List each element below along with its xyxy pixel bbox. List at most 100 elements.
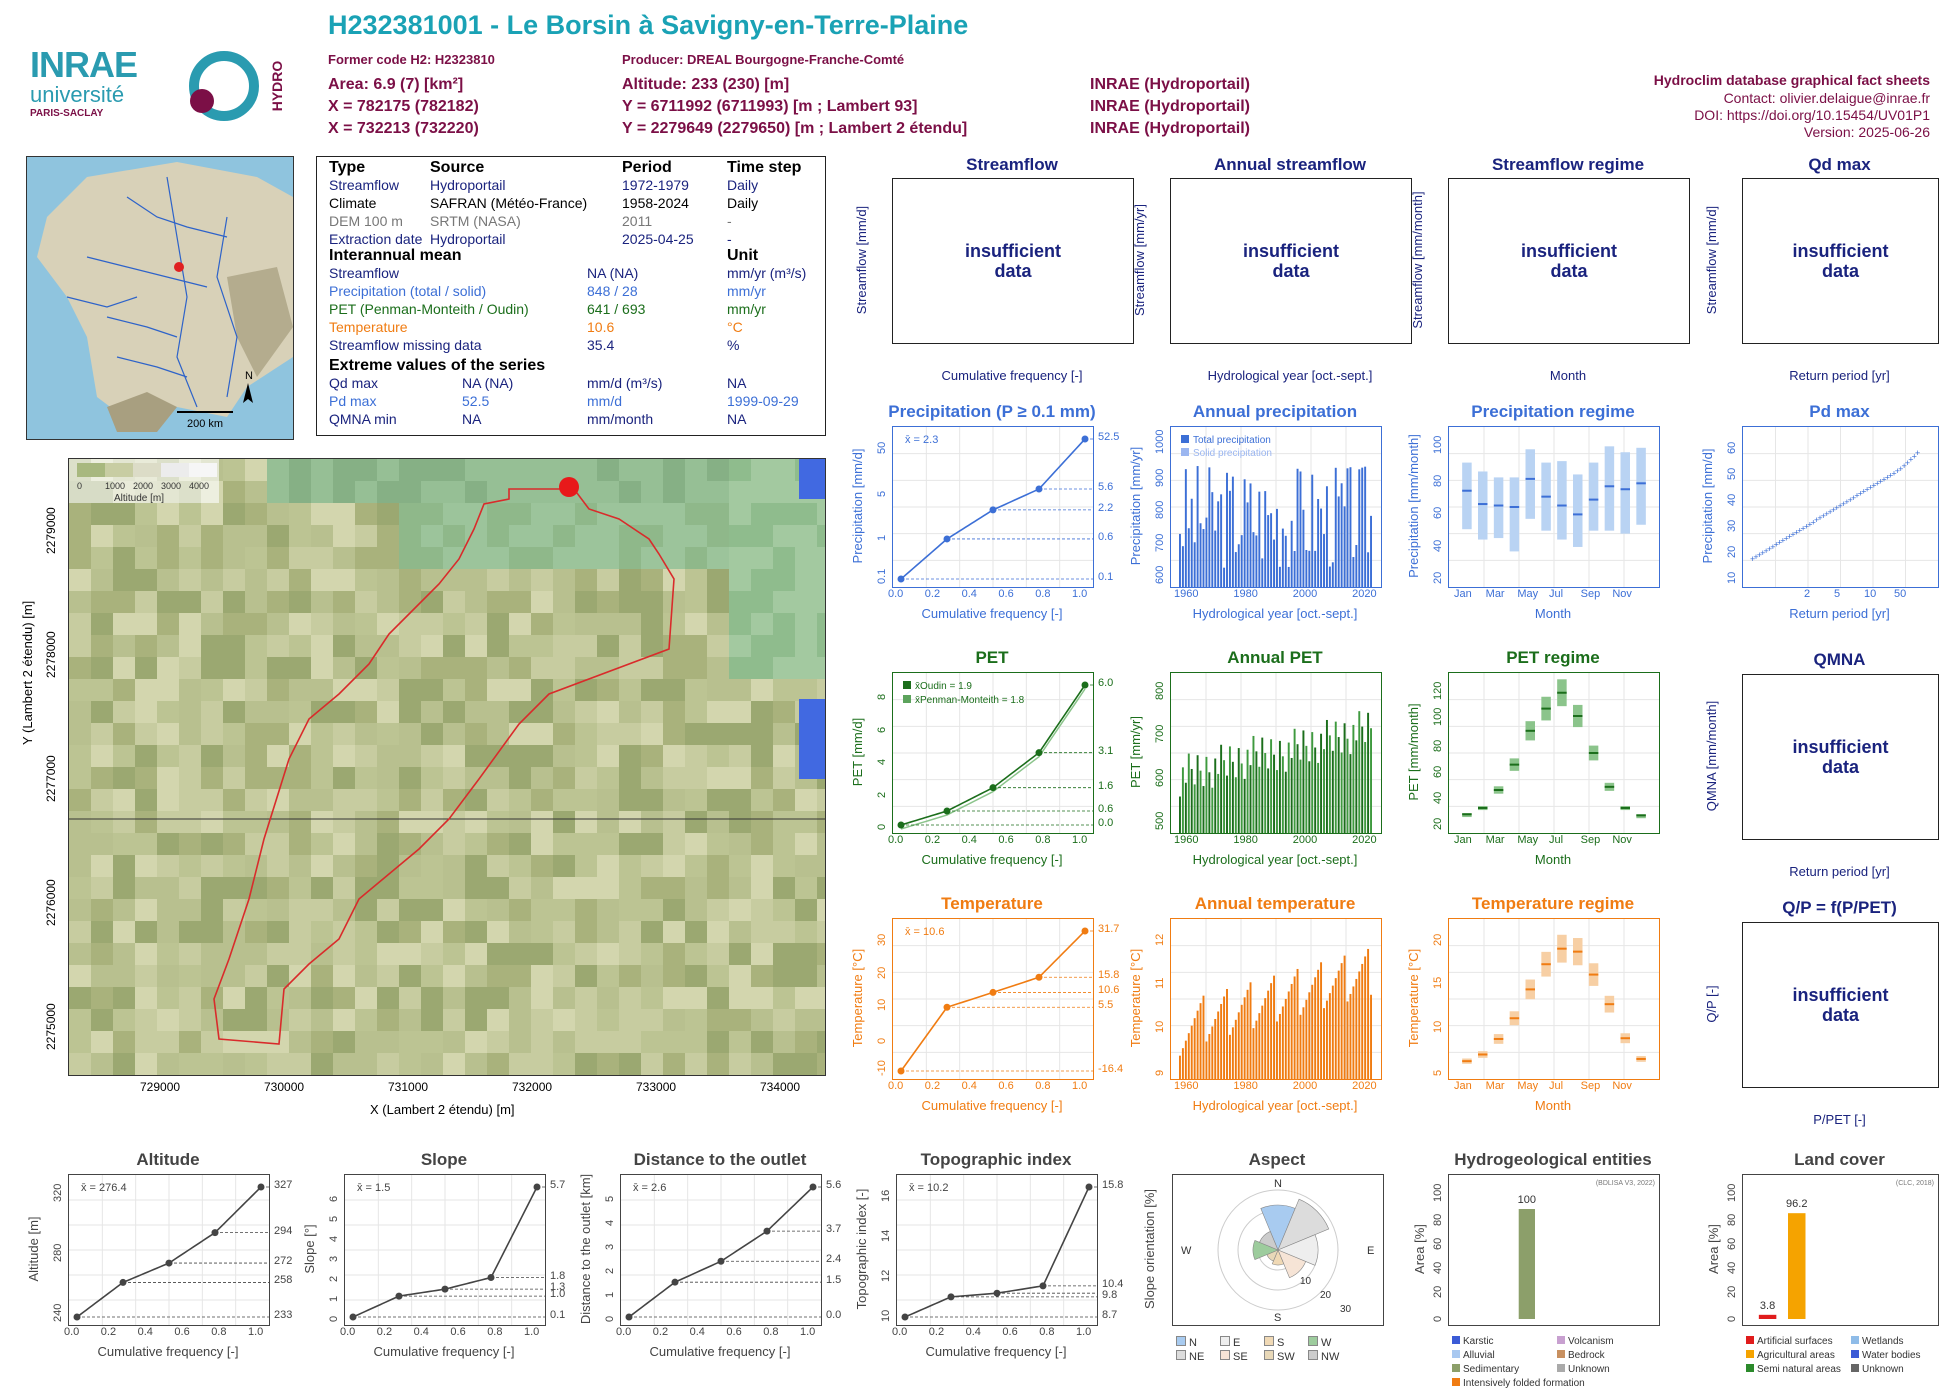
- xtick-temp_regime: Mar: [1486, 1080, 1505, 1092]
- inter-value: 848 / 28: [587, 283, 638, 299]
- inter-name: Temperature: [329, 319, 408, 335]
- bar: [1282, 756, 1284, 833]
- panel-title-pet: PET: [842, 648, 1142, 668]
- svg-text:200 km: 200 km: [187, 418, 223, 430]
- xlabel-streamflow_regime: Month: [1418, 368, 1718, 383]
- xlabel-qmna: Return period [yr]: [1690, 864, 1960, 879]
- xlabel-altitude: Cumulative frequency [-]: [18, 1344, 318, 1359]
- y-lambert93: Y = 6711992 (6711993) [m ; Lambert 93]: [622, 98, 917, 116]
- regime-box: [1494, 477, 1504, 538]
- panel-temp-svg: x̄ = 10.6: [893, 919, 1093, 1079]
- ylabel-annual_temp: Temperature [°C]: [1128, 908, 1143, 1088]
- map-xlabel: X (Lambert 2 étendu) [m]: [370, 1102, 515, 1117]
- panel-title-altitude: Altitude: [18, 1150, 318, 1170]
- ytick-pet_regime: 120: [1432, 682, 1444, 700]
- ytick-topo: 16: [880, 1190, 892, 1202]
- xtick-topo: 0.2: [929, 1326, 944, 1338]
- right-label: 10.6: [1098, 984, 1119, 996]
- ytick-precip_regime: 60: [1432, 507, 1444, 519]
- inter-value: 10.6: [587, 319, 614, 335]
- right-label: 9.8: [1102, 1289, 1117, 1301]
- xtick-pet_regime: May: [1517, 834, 1538, 846]
- bar: [1370, 995, 1372, 1079]
- xtick-pet: 0.8: [1035, 834, 1050, 846]
- bar: [1220, 1004, 1222, 1079]
- regime-box: [1621, 452, 1631, 533]
- ytick-annual_pet: 500: [1154, 812, 1166, 830]
- ytick-precip: 0.1: [876, 569, 888, 584]
- panel-title-annual_pet: Annual PET: [1125, 648, 1425, 668]
- bar: [1317, 970, 1319, 1079]
- xtick-altitude: 0.2: [101, 1326, 116, 1338]
- xtick-annual_pet: 1960: [1174, 834, 1198, 846]
- xtick-precip: 0.6: [998, 588, 1013, 600]
- bar: [1267, 515, 1269, 587]
- ytick-precip: 50: [876, 442, 888, 454]
- ylabel-qp: Q/P [-]: [1704, 914, 1719, 1094]
- bar: [1276, 770, 1278, 833]
- ylabel-hydrogeo: Area [%]: [1412, 1159, 1427, 1339]
- bar: [1335, 468, 1337, 587]
- data-point: [1040, 1282, 1047, 1289]
- extreme-date: NA: [727, 375, 746, 391]
- xtick-temp: 0.6: [998, 1080, 1013, 1092]
- ytick-pet: 6: [876, 726, 888, 732]
- panel-altitude: x̄ = 276.4: [68, 1174, 270, 1326]
- bar: [1264, 491, 1266, 587]
- panel-annual_pet: [1170, 672, 1382, 834]
- bar: [1179, 797, 1181, 833]
- data-point: [1082, 928, 1089, 935]
- ytick-temp_regime: 5: [1432, 1070, 1444, 1076]
- info-cell: -: [727, 231, 732, 247]
- right-label: 1.0: [550, 1288, 565, 1300]
- bar: [1294, 729, 1296, 833]
- bar: [1311, 985, 1313, 1079]
- regime-box: [1589, 463, 1599, 531]
- right-label: 5.7: [550, 1179, 565, 1191]
- right-label: 0.6: [1098, 803, 1113, 815]
- aspect-legend-N: N: [1176, 1336, 1197, 1349]
- bar: [1203, 786, 1205, 833]
- bar: [1352, 725, 1354, 833]
- ytick-slope: 3: [328, 1256, 340, 1262]
- bar: [1349, 467, 1351, 587]
- bar: [1361, 468, 1363, 587]
- ytick-pd_max: 40: [1726, 494, 1738, 506]
- ytick-annual_temp: 12: [1154, 934, 1166, 946]
- ytick-precip_regime: 100: [1432, 436, 1444, 454]
- inter-value: 35.4: [587, 337, 614, 353]
- regime-box: [1605, 446, 1615, 530]
- panel-pet_regime: [1448, 672, 1660, 834]
- ytick-slope: 0: [328, 1316, 340, 1322]
- panel-pet-svg: x̄Oudin = 1.9x̄Penman-Monteith = 1.8: [893, 673, 1093, 833]
- bar: [1285, 999, 1287, 1079]
- ytick-distance: 5: [604, 1196, 616, 1202]
- bar: [1185, 1041, 1187, 1079]
- bar: [1341, 963, 1343, 1079]
- legend-landcover: Artificial surfaces: [1746, 1336, 1833, 1347]
- panel-temp: x̄ = 10.6: [892, 918, 1094, 1080]
- doi-link[interactable]: DOI: https://doi.org/10.15454/UV01P1: [1694, 107, 1930, 123]
- ytick-annual_temp: 10: [1154, 1020, 1166, 1032]
- bar: [1235, 777, 1237, 833]
- ytick-pet_regime: 100: [1432, 708, 1444, 726]
- contact: Contact: olivier.delaigue@inrae.fr: [1724, 90, 1930, 106]
- inter-name: Streamflow missing data: [329, 337, 482, 353]
- ytick-temp: 10: [876, 999, 888, 1011]
- bar: [1276, 509, 1278, 587]
- panel-pd_max-svg: ++++++++++++++++++++++++++++++++++++++++…: [1743, 427, 1938, 587]
- map-xtick: 732000: [512, 1080, 552, 1094]
- xtick-precip: 1.0: [1072, 588, 1087, 600]
- extreme-value: NA (NA): [462, 375, 513, 391]
- ylabel-distance: Distance to the outlet [km]: [578, 1159, 593, 1339]
- ytick-pd_max: 30: [1726, 520, 1738, 532]
- category-bar: [1788, 1213, 1806, 1319]
- info-cell: Extraction date: [329, 231, 422, 247]
- bar: [1288, 743, 1290, 833]
- info-cell: Hydroportail: [430, 177, 505, 193]
- bar: [1250, 765, 1252, 833]
- info-table: Type Source Period Time step Interannual…: [316, 156, 826, 436]
- ytick-hydrogeo: 40: [1432, 1262, 1444, 1274]
- info-cell: -: [727, 213, 732, 229]
